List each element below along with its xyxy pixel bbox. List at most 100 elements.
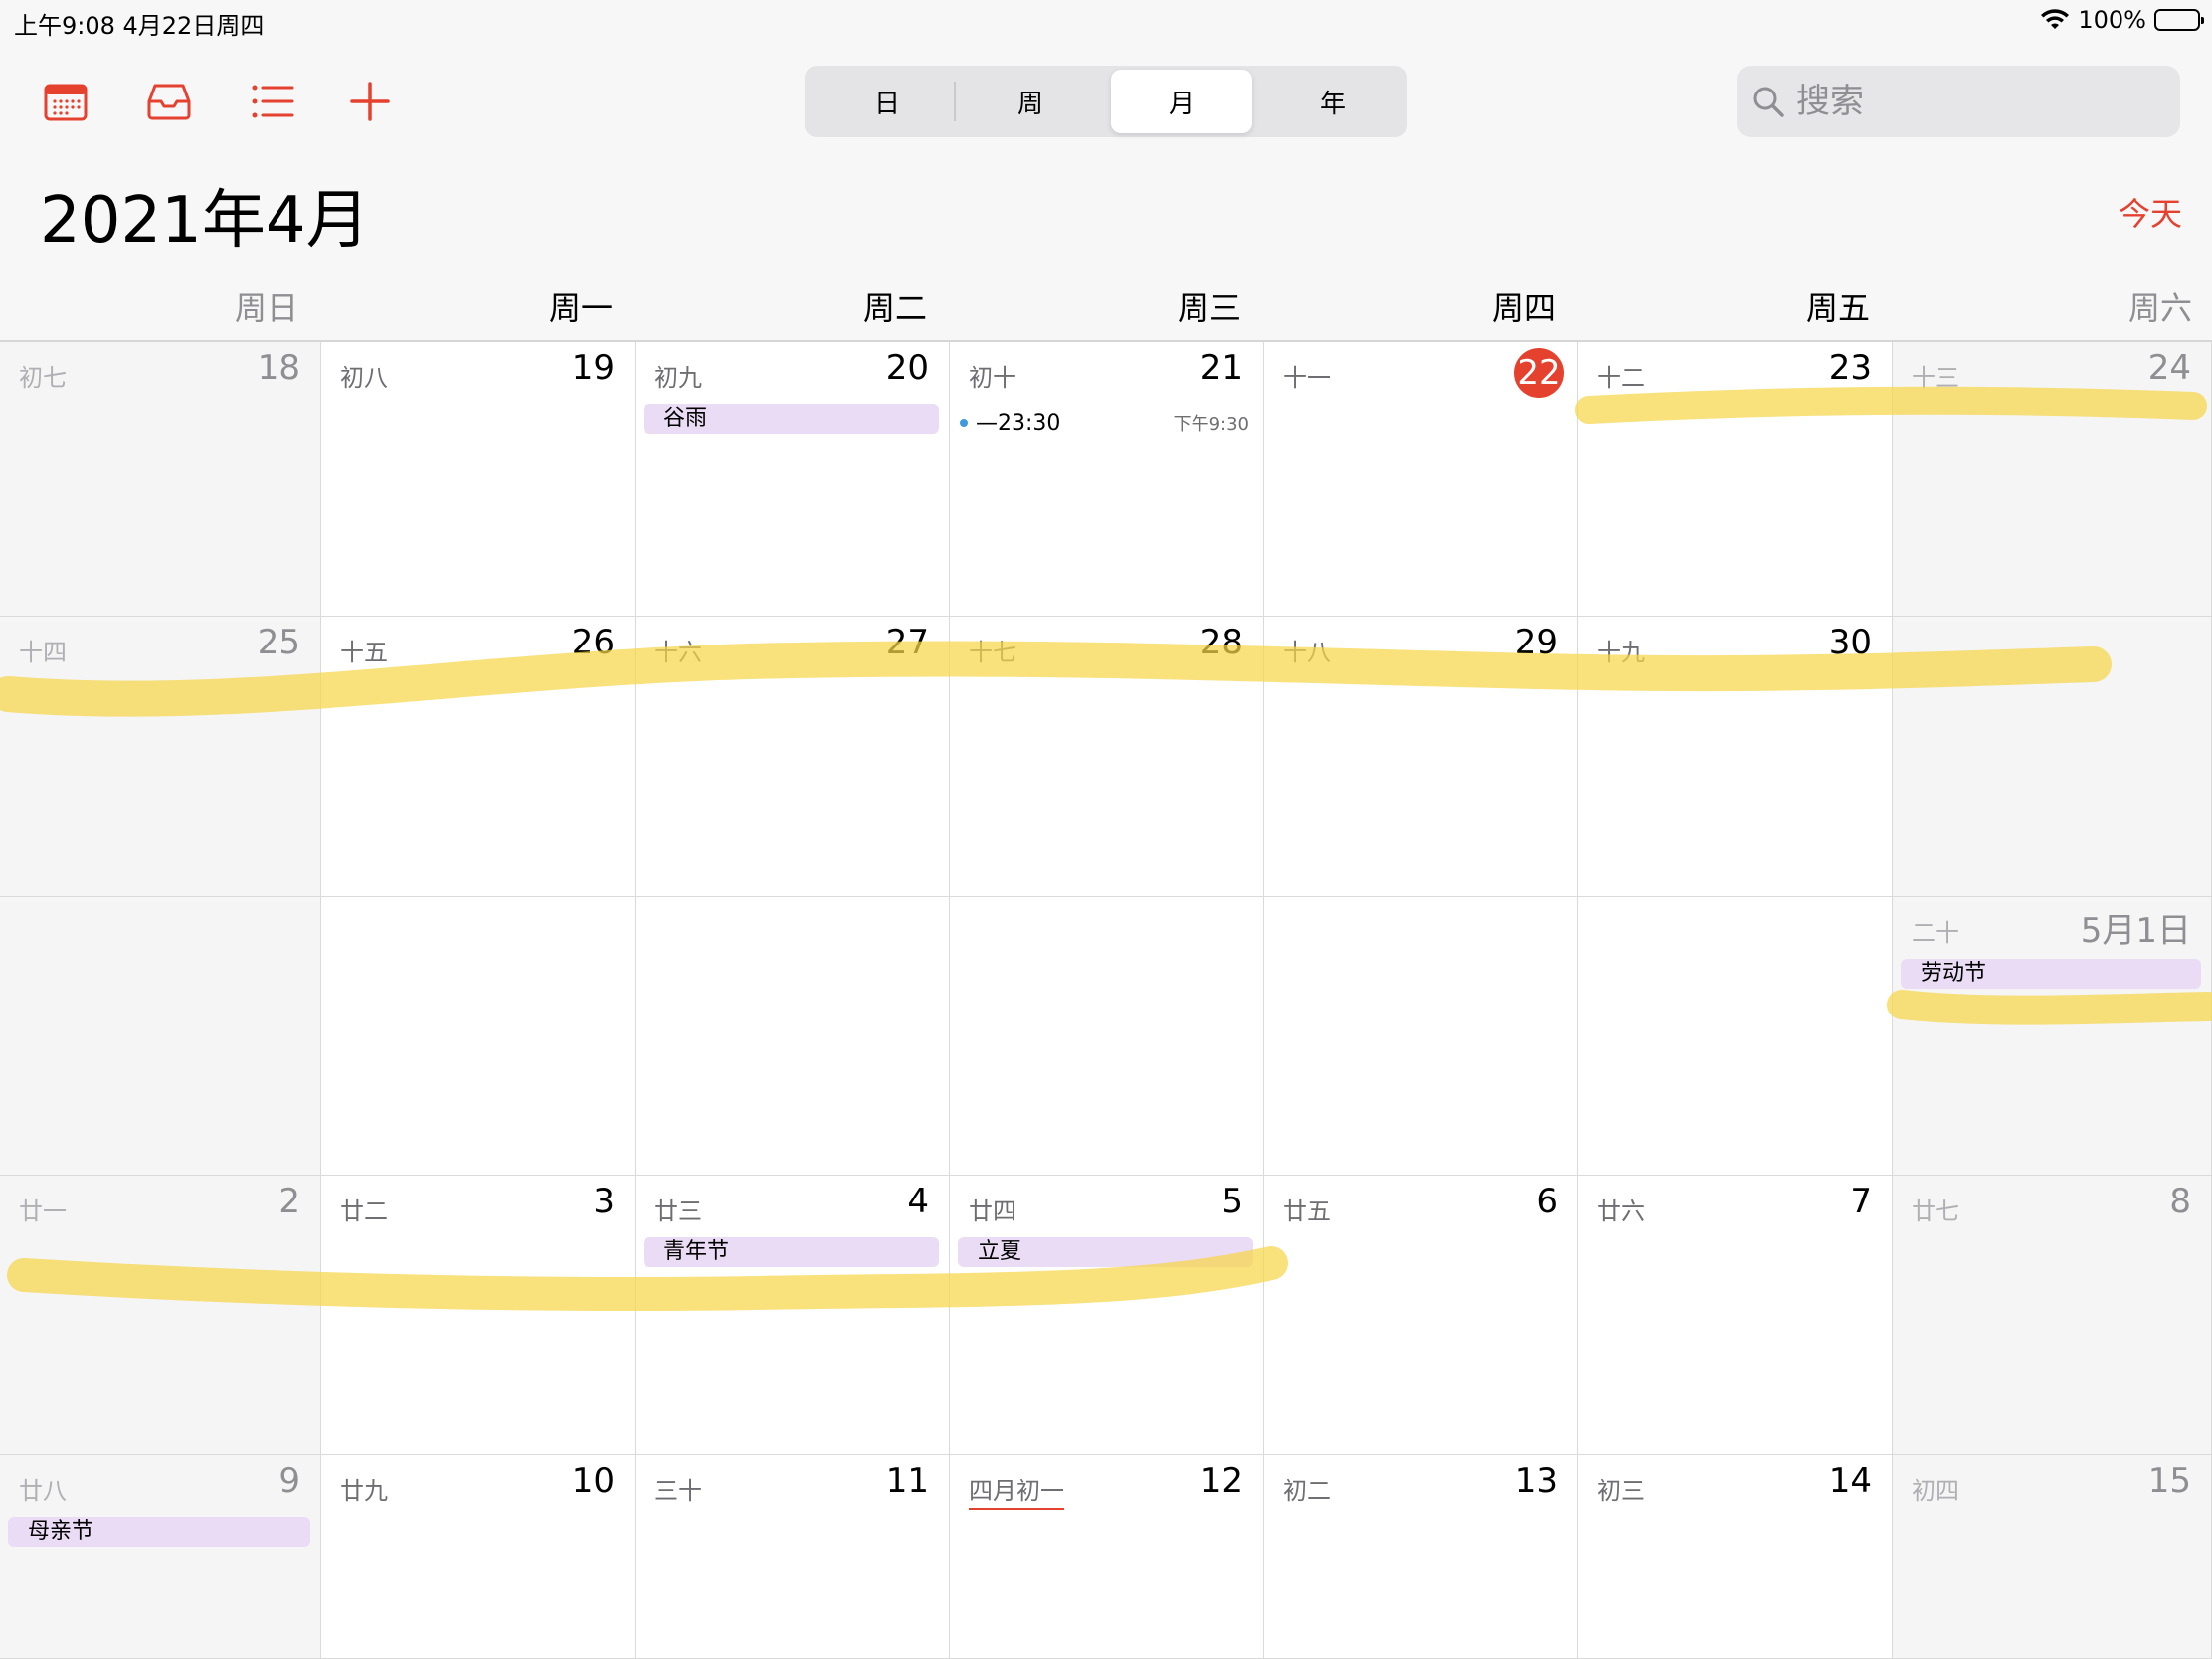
weekday-fri: 周五 xyxy=(1805,289,1870,327)
today-date-number: 22 xyxy=(1514,348,1564,398)
day-cell[interactable]: 初三 14 xyxy=(1578,1455,1893,1659)
lunar-date: 廿九 xyxy=(340,1477,388,1505)
weekday-sat: 周六 xyxy=(2127,289,2192,327)
date-number: 20 xyxy=(885,348,929,388)
lunar-date: 十九 xyxy=(1597,639,1645,666)
day-cell[interactable]: 十七 28 xyxy=(950,617,1264,897)
date-number: 29 xyxy=(1514,623,1558,662)
date-number: 6 xyxy=(1536,1182,1558,1221)
lunar-date: 初二 xyxy=(1283,1477,1331,1505)
holiday-event[interactable]: 立夏 xyxy=(958,1237,1253,1267)
battery-percent: 100% xyxy=(2078,6,2146,34)
lunar-date: 初十 xyxy=(969,364,1016,392)
tab-year[interactable]: 年 xyxy=(1319,89,1346,119)
grid-top-border xyxy=(0,340,2212,342)
date-number: 7 xyxy=(1850,1182,1872,1221)
day-cell[interactable]: 初二 13 xyxy=(1264,1455,1578,1659)
day-cell[interactable]: 初九 20 谷雨 xyxy=(636,342,950,617)
date-number: 23 xyxy=(1828,348,1872,388)
today-button[interactable]: 今天 xyxy=(2118,195,2182,233)
day-cell[interactable] xyxy=(0,897,321,1176)
day-cell[interactable] xyxy=(1893,617,2212,897)
page-title: 2021年4月 xyxy=(40,184,370,258)
calendar-icon[interactable] xyxy=(42,78,90,125)
month-grid: 初七 18 初八 19 初九 20 谷雨 初十 21 —23:30 下午9:30 十一 22 十二 23 十三… xyxy=(0,342,2212,1659)
event-label: —23:30 xyxy=(976,410,1061,436)
event-dot-icon xyxy=(960,419,968,427)
holiday-event[interactable]: 母亲节 xyxy=(8,1517,310,1547)
day-cell[interactable]: 初八 19 xyxy=(321,342,636,617)
day-cell[interactable]: 廿八 9 母亲节 xyxy=(0,1455,321,1659)
day-cell[interactable] xyxy=(636,897,950,1176)
lunar-date: 廿四 xyxy=(969,1198,1016,1225)
lunar-date: 二十 xyxy=(1912,919,1959,947)
day-cell[interactable]: 十九 30 xyxy=(1578,617,1893,897)
day-cell[interactable]: 初七 18 xyxy=(0,342,321,617)
lunar-date: 廿六 xyxy=(1597,1198,1645,1225)
tab-month[interactable]: 月 xyxy=(1111,70,1252,133)
date-number: 15 xyxy=(2147,1461,2191,1501)
weekday-sun: 周日 xyxy=(234,289,298,327)
lunar-date: 初九 xyxy=(654,364,702,392)
search-icon xyxy=(1753,87,1784,117)
day-cell[interactable]: 廿六 7 xyxy=(1578,1176,1893,1455)
lunar-date: 初三 xyxy=(1597,1477,1645,1505)
weekday-mon: 周一 xyxy=(548,289,613,327)
day-cell[interactable]: 四月初一 12 xyxy=(950,1455,1264,1659)
holiday-event[interactable]: 劳动节 xyxy=(1901,959,2201,989)
day-cell[interactable]: 廿三 4 青年节 xyxy=(636,1176,950,1455)
day-cell[interactable]: 十六 27 xyxy=(636,617,950,897)
day-cell[interactable]: 廿一 2 xyxy=(0,1176,321,1455)
date-number: 26 xyxy=(571,623,615,662)
day-cell[interactable]: 十二 23 xyxy=(1578,342,1893,617)
day-cell[interactable]: 十一 22 xyxy=(1264,342,1578,617)
plus-icon[interactable] xyxy=(346,78,394,125)
date-number: 3 xyxy=(593,1182,615,1221)
date-number: 28 xyxy=(1199,623,1243,662)
tab-week[interactable]: 周 xyxy=(1016,89,1043,119)
inbox-icon[interactable] xyxy=(145,78,193,125)
date-number: 24 xyxy=(2147,348,2191,388)
list-icon[interactable] xyxy=(249,78,296,125)
day-cell[interactable]: 十五 26 xyxy=(321,617,636,897)
day-cell[interactable]: 廿四 5 立夏 xyxy=(950,1176,1264,1455)
view-switcher: 日 周 月 年 xyxy=(805,66,1407,137)
day-cell[interactable]: 初十 21 —23:30 下午9:30 xyxy=(950,342,1264,617)
date-number: 11 xyxy=(885,1461,929,1501)
date-number: 19 xyxy=(571,348,615,388)
day-cell[interactable]: 初四 15 xyxy=(1893,1455,2212,1659)
day-cell[interactable]: 十八 29 xyxy=(1264,617,1578,897)
date-number: 12 xyxy=(1199,1461,1243,1501)
day-cell[interactable] xyxy=(1578,897,1893,1176)
day-cell[interactable]: 廿五 6 xyxy=(1264,1176,1578,1455)
day-cell[interactable]: 二十 5月1日 劳动节 xyxy=(1893,897,2212,1176)
lunar-date: 廿五 xyxy=(1283,1198,1331,1225)
lunar-date: 初八 xyxy=(340,364,388,392)
date-number: 5 xyxy=(1221,1182,1243,1221)
day-cell[interactable]: 廿二 3 xyxy=(321,1176,636,1455)
day-cell[interactable]: 廿七 8 xyxy=(1893,1176,2212,1455)
holiday-event[interactable]: 青年节 xyxy=(644,1237,939,1267)
day-cell[interactable]: 十三 24 xyxy=(1893,342,2212,617)
tab-day[interactable]: 日 xyxy=(873,89,900,119)
holiday-event[interactable]: 谷雨 xyxy=(644,404,939,434)
day-cell[interactable] xyxy=(1264,897,1578,1176)
date-number: 2 xyxy=(278,1182,300,1221)
lunar-date: 初七 xyxy=(19,364,67,392)
status-right: 100% xyxy=(2040,6,2204,34)
search-input[interactable] xyxy=(1794,81,2156,122)
lunar-date: 十四 xyxy=(19,639,67,666)
day-cell[interactable]: 三十 11 xyxy=(636,1455,950,1659)
weekday-thu: 周四 xyxy=(1491,289,1556,327)
day-cell[interactable] xyxy=(321,897,636,1176)
event-time: 下午9:30 xyxy=(1173,414,1249,435)
timed-event[interactable]: —23:30 下午9:30 xyxy=(960,408,1249,438)
day-cell[interactable] xyxy=(950,897,1264,1176)
segment-divider xyxy=(954,82,956,121)
day-cell[interactable]: 廿九 10 xyxy=(321,1455,636,1659)
lunar-date: 廿二 xyxy=(340,1198,388,1225)
battery-icon xyxy=(2154,9,2204,31)
day-cell[interactable]: 十四 25 xyxy=(0,617,321,897)
search-field[interactable] xyxy=(1737,66,2180,137)
weekday-tue: 周二 xyxy=(862,289,927,327)
